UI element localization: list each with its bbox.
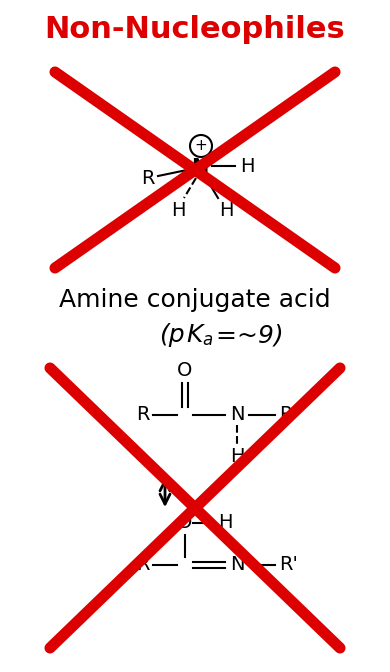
Text: N: N (230, 556, 244, 575)
Text: O: O (177, 513, 193, 532)
Text: a: a (202, 331, 212, 349)
Text: N: N (230, 405, 244, 425)
Text: N: N (191, 158, 209, 178)
Text: (p: (p (160, 323, 185, 347)
Text: H: H (230, 448, 244, 466)
Text: R: R (136, 556, 150, 575)
Text: +: + (195, 138, 207, 153)
Text: R': R' (280, 556, 298, 575)
Text: O: O (177, 362, 193, 380)
Text: Non-Nucleophiles: Non-Nucleophiles (44, 15, 346, 44)
Text: H: H (240, 157, 254, 175)
Text: R': R' (280, 405, 298, 425)
Text: H: H (218, 513, 232, 532)
Text: R: R (136, 405, 150, 425)
Text: H: H (171, 200, 185, 220)
Text: Amine conjugate acid: Amine conjugate acid (59, 288, 331, 312)
Text: R: R (141, 169, 155, 187)
Text: H: H (219, 200, 233, 220)
Text: =~9): =~9) (208, 323, 284, 347)
Text: K: K (186, 323, 202, 347)
